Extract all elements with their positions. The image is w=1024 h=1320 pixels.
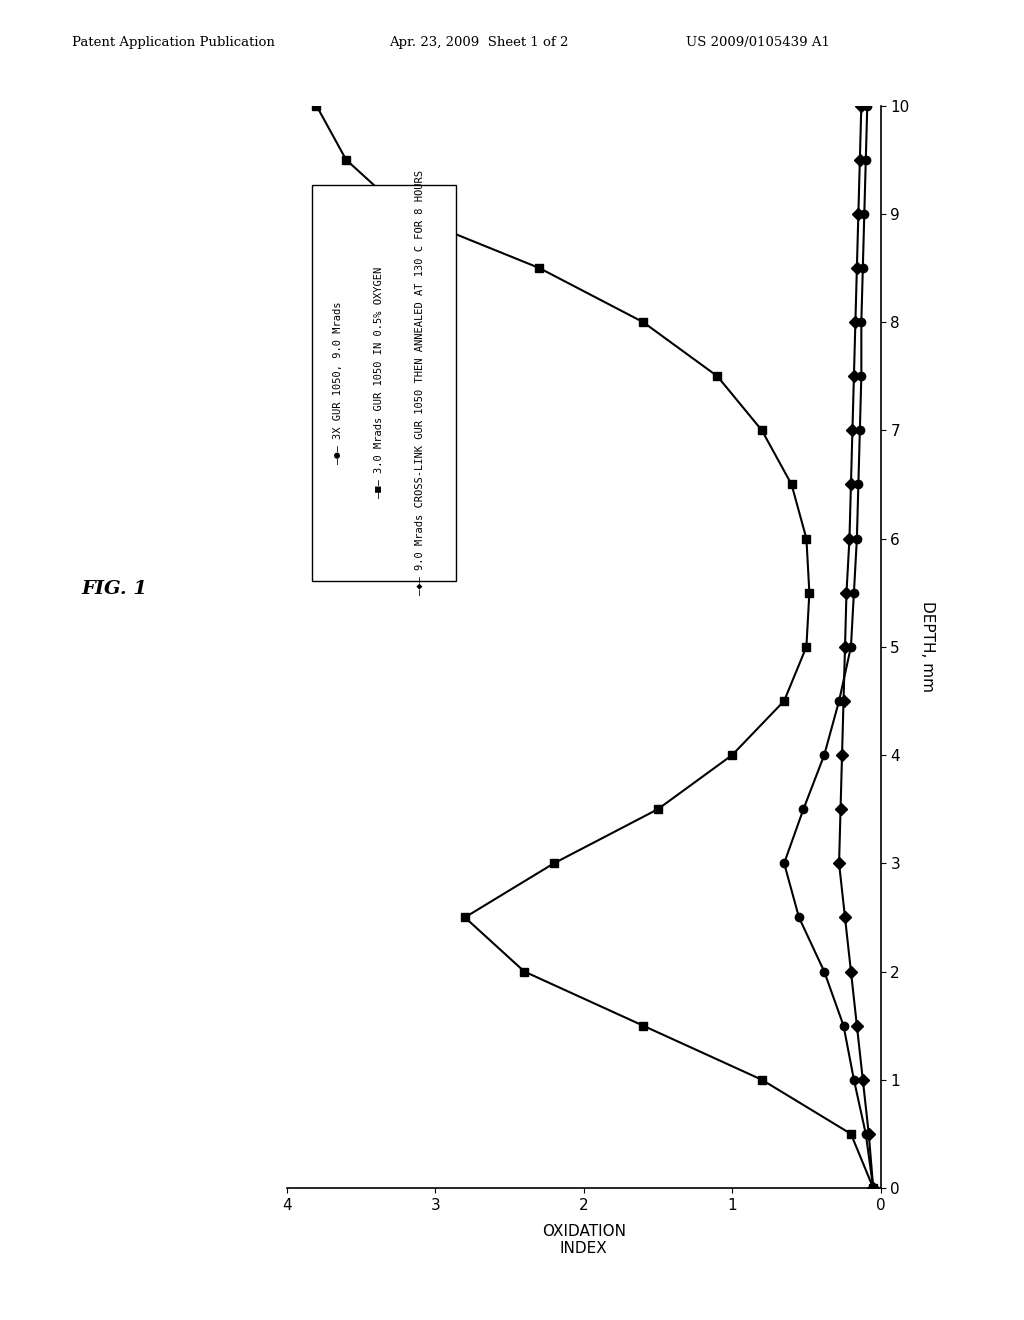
- 9.0 Mrads CROSS-LINK GUR 1050 THEN ANNEALED AT 130 C FOR 8 HOURS: [839, 639, 851, 655]
- 3.0 Mrads GUR 1050 IN 0.5% OXYGEN: [532, 260, 545, 276]
- 9.0 Mrads CROSS-LINK GUR 1050 THEN ANNEALED AT 130 C FOR 8 HOURS: [833, 855, 845, 871]
- 3.0 Mrads GUR 1050 IN 0.5% OXYGEN: [548, 855, 560, 871]
- 3X GUR 1050, 9.0 Mrads: [848, 1072, 860, 1088]
- 3.0 Mrads GUR 1050 IN 0.5% OXYGEN: [310, 98, 323, 114]
- 9.0 Mrads CROSS-LINK GUR 1050 THEN ANNEALED AT 130 C FOR 8 HOURS: [867, 1180, 880, 1196]
- Text: Patent Application Publication: Patent Application Publication: [72, 36, 274, 49]
- Line: 3.0 Mrads GUR 1050 IN 0.5% OXYGEN: 3.0 Mrads GUR 1050 IN 0.5% OXYGEN: [312, 102, 878, 1192]
- Text: —●— 3X GUR 1050, 9.0 Mrads: —●— 3X GUR 1050, 9.0 Mrads: [333, 301, 343, 465]
- 9.0 Mrads CROSS-LINK GUR 1050 THEN ANNEALED AT 130 C FOR 8 HOURS: [836, 747, 848, 763]
- 3.0 Mrads GUR 1050 IN 0.5% OXYGEN: [756, 422, 768, 438]
- 9.0 Mrads CROSS-LINK GUR 1050 THEN ANNEALED AT 130 C FOR 8 HOURS: [852, 206, 864, 222]
- Line: 3X GUR 1050, 9.0 Mrads: 3X GUR 1050, 9.0 Mrads: [780, 102, 878, 1192]
- 3X GUR 1050, 9.0 Mrads: [854, 422, 866, 438]
- 3.0 Mrads GUR 1050 IN 0.5% OXYGEN: [637, 1018, 649, 1034]
- Y-axis label: DEPTH, mm: DEPTH, mm: [920, 602, 935, 692]
- 3X GUR 1050, 9.0 Mrads: [793, 909, 805, 925]
- 3.0 Mrads GUR 1050 IN 0.5% OXYGEN: [726, 747, 738, 763]
- 3X GUR 1050, 9.0 Mrads: [860, 1126, 872, 1142]
- 9.0 Mrads CROSS-LINK GUR 1050 THEN ANNEALED AT 130 C FOR 8 HOURS: [862, 1126, 874, 1142]
- 3X GUR 1050, 9.0 Mrads: [861, 98, 873, 114]
- 9.0 Mrads CROSS-LINK GUR 1050 THEN ANNEALED AT 130 C FOR 8 HOURS: [857, 1072, 869, 1088]
- 9.0 Mrads CROSS-LINK GUR 1050 THEN ANNEALED AT 130 C FOR 8 HOURS: [854, 152, 866, 168]
- 3X GUR 1050, 9.0 Mrads: [798, 801, 810, 817]
- 3X GUR 1050, 9.0 Mrads: [867, 1180, 880, 1196]
- 3.0 Mrads GUR 1050 IN 0.5% OXYGEN: [801, 639, 813, 655]
- 9.0 Mrads CROSS-LINK GUR 1050 THEN ANNEALED AT 130 C FOR 8 HOURS: [855, 98, 867, 114]
- Text: —■— 3.0 Mrads GUR 1050 IN 0.5% OXYGEN: —■— 3.0 Mrads GUR 1050 IN 0.5% OXYGEN: [374, 267, 384, 499]
- Text: FIG. 1: FIG. 1: [82, 579, 147, 598]
- X-axis label: OXIDATION
INDEX: OXIDATION INDEX: [542, 1224, 626, 1257]
- 3X GUR 1050, 9.0 Mrads: [848, 585, 860, 601]
- 3.0 Mrads GUR 1050 IN 0.5% OXYGEN: [803, 585, 815, 601]
- 3.0 Mrads GUR 1050 IN 0.5% OXYGEN: [652, 801, 665, 817]
- 9.0 Mrads CROSS-LINK GUR 1050 THEN ANNEALED AT 130 C FOR 8 HOURS: [848, 368, 860, 384]
- 3.0 Mrads GUR 1050 IN 0.5% OXYGEN: [845, 1126, 857, 1142]
- 3X GUR 1050, 9.0 Mrads: [833, 693, 845, 709]
- 3X GUR 1050, 9.0 Mrads: [855, 368, 867, 384]
- 3X GUR 1050, 9.0 Mrads: [818, 964, 830, 979]
- 9.0 Mrads CROSS-LINK GUR 1050 THEN ANNEALED AT 130 C FOR 8 HOURS: [851, 1018, 863, 1034]
- 3X GUR 1050, 9.0 Mrads: [845, 639, 857, 655]
- 3X GUR 1050, 9.0 Mrads: [858, 206, 870, 222]
- 3X GUR 1050, 9.0 Mrads: [851, 531, 863, 546]
- 9.0 Mrads CROSS-LINK GUR 1050 THEN ANNEALED AT 130 C FOR 8 HOURS: [844, 531, 856, 546]
- 3.0 Mrads GUR 1050 IN 0.5% OXYGEN: [711, 368, 723, 384]
- 3.0 Mrads GUR 1050 IN 0.5% OXYGEN: [778, 693, 791, 709]
- 9.0 Mrads CROSS-LINK GUR 1050 THEN ANNEALED AT 130 C FOR 8 HOURS: [841, 585, 853, 601]
- 3.0 Mrads GUR 1050 IN 0.5% OXYGEN: [867, 1180, 880, 1196]
- 9.0 Mrads CROSS-LINK GUR 1050 THEN ANNEALED AT 130 C FOR 8 HOURS: [845, 964, 857, 979]
- 9.0 Mrads CROSS-LINK GUR 1050 THEN ANNEALED AT 130 C FOR 8 HOURS: [851, 260, 863, 276]
- Text: Apr. 23, 2009  Sheet 1 of 2: Apr. 23, 2009 Sheet 1 of 2: [389, 36, 568, 49]
- 3.0 Mrads GUR 1050 IN 0.5% OXYGEN: [801, 531, 813, 546]
- 9.0 Mrads CROSS-LINK GUR 1050 THEN ANNEALED AT 130 C FOR 8 HOURS: [838, 693, 850, 709]
- 3.0 Mrads GUR 1050 IN 0.5% OXYGEN: [340, 152, 352, 168]
- 3.0 Mrads GUR 1050 IN 0.5% OXYGEN: [518, 964, 530, 979]
- 3X GUR 1050, 9.0 Mrads: [778, 855, 791, 871]
- 9.0 Mrads CROSS-LINK GUR 1050 THEN ANNEALED AT 130 C FOR 8 HOURS: [839, 909, 851, 925]
- 9.0 Mrads CROSS-LINK GUR 1050 THEN ANNEALED AT 130 C FOR 8 HOURS: [849, 314, 861, 330]
- 3.0 Mrads GUR 1050 IN 0.5% OXYGEN: [459, 909, 471, 925]
- 9.0 Mrads CROSS-LINK GUR 1050 THEN ANNEALED AT 130 C FOR 8 HOURS: [835, 801, 847, 817]
- 3X GUR 1050, 9.0 Mrads: [838, 1018, 850, 1034]
- 3X GUR 1050, 9.0 Mrads: [855, 314, 867, 330]
- 3X GUR 1050, 9.0 Mrads: [818, 747, 830, 763]
- 9.0 Mrads CROSS-LINK GUR 1050 THEN ANNEALED AT 130 C FOR 8 HOURS: [846, 422, 858, 438]
- 9.0 Mrads CROSS-LINK GUR 1050 THEN ANNEALED AT 130 C FOR 8 HOURS: [845, 477, 857, 492]
- Text: US 2009/0105439 A1: US 2009/0105439 A1: [686, 36, 830, 49]
- 3.0 Mrads GUR 1050 IN 0.5% OXYGEN: [785, 477, 798, 492]
- 3.0 Mrads GUR 1050 IN 0.5% OXYGEN: [756, 1072, 768, 1088]
- Line: 9.0 Mrads CROSS-LINK GUR 1050 THEN ANNEALED AT 130 C FOR 8 HOURS: 9.0 Mrads CROSS-LINK GUR 1050 THEN ANNEA…: [835, 102, 878, 1192]
- 3.0 Mrads GUR 1050 IN 0.5% OXYGEN: [399, 206, 412, 222]
- 3X GUR 1050, 9.0 Mrads: [860, 152, 872, 168]
- Text: —◆— 9.0 Mrads CROSS-LINK GUR 1050 THEN ANNEALED AT 130 C FOR 8 HOURS: —◆— 9.0 Mrads CROSS-LINK GUR 1050 THEN A…: [415, 170, 425, 595]
- 3.0 Mrads GUR 1050 IN 0.5% OXYGEN: [637, 314, 649, 330]
- 3X GUR 1050, 9.0 Mrads: [857, 260, 869, 276]
- 3X GUR 1050, 9.0 Mrads: [852, 477, 864, 492]
